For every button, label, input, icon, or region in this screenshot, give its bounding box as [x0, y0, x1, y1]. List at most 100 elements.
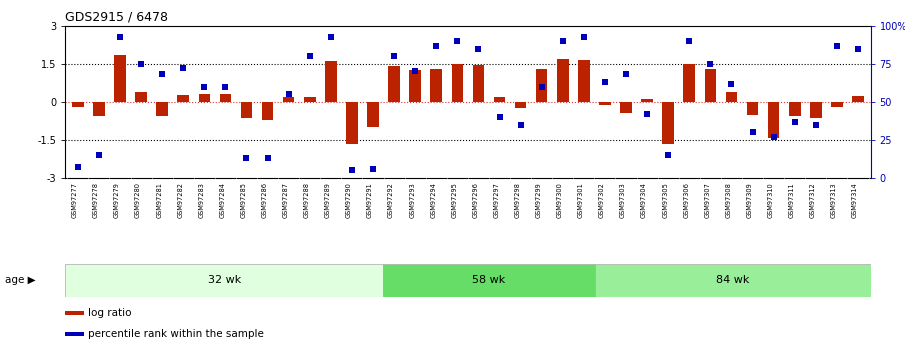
Point: [408, 69, 423, 74]
Text: GSM97295: GSM97295: [452, 182, 457, 218]
Point: [576, 34, 591, 39]
Text: GSM97292: GSM97292: [388, 182, 394, 218]
Text: GSM97288: GSM97288: [304, 182, 310, 218]
Point: [472, 46, 486, 51]
Text: GSM97309: GSM97309: [747, 182, 753, 218]
Text: GSM97286: GSM97286: [262, 182, 268, 218]
Text: GSM97289: GSM97289: [325, 182, 331, 218]
Bar: [346, 102, 357, 144]
Text: GSM97294: GSM97294: [430, 182, 436, 218]
Bar: [220, 94, 231, 102]
Bar: [65, 264, 383, 297]
Bar: [642, 99, 653, 102]
Text: GSM97308: GSM97308: [726, 182, 731, 218]
Point: [640, 111, 654, 117]
Bar: [683, 64, 695, 102]
Text: GSM97302: GSM97302: [599, 182, 605, 218]
Bar: [72, 102, 83, 107]
Text: GSM97278: GSM97278: [93, 182, 99, 218]
Text: GSM97280: GSM97280: [135, 182, 141, 218]
Text: GSM97310: GSM97310: [767, 182, 774, 218]
Bar: [810, 102, 822, 118]
Point: [218, 84, 233, 89]
Text: 58 wk: 58 wk: [472, 275, 506, 285]
Bar: [177, 95, 189, 102]
Point: [324, 34, 338, 39]
Bar: [367, 102, 379, 127]
Text: 84 wk: 84 wk: [716, 275, 749, 285]
Point: [134, 61, 148, 67]
Point: [91, 152, 106, 158]
Bar: [93, 102, 105, 116]
Bar: [536, 69, 548, 102]
Text: GSM97281: GSM97281: [157, 182, 162, 218]
Text: GSM97312: GSM97312: [810, 182, 815, 218]
Point: [703, 61, 718, 67]
Bar: [557, 59, 568, 102]
Point: [176, 66, 190, 71]
Bar: [157, 102, 168, 116]
Text: GSM97282: GSM97282: [177, 182, 183, 218]
Bar: [409, 70, 421, 102]
Bar: [383, 264, 595, 297]
Point: [767, 134, 781, 139]
Bar: [747, 102, 758, 115]
Text: GSM97314: GSM97314: [852, 182, 858, 218]
Point: [450, 38, 464, 44]
Bar: [578, 60, 590, 102]
Point: [830, 43, 844, 48]
Text: GDS2915 / 6478: GDS2915 / 6478: [65, 10, 168, 23]
Bar: [262, 102, 273, 120]
Text: GSM97285: GSM97285: [241, 182, 246, 218]
Bar: [705, 69, 716, 102]
Point: [429, 43, 443, 48]
Bar: [65, 311, 84, 315]
Text: GSM97299: GSM97299: [536, 182, 542, 218]
Bar: [515, 102, 527, 108]
Point: [808, 122, 823, 127]
Text: GSM97307: GSM97307: [704, 182, 710, 218]
Point: [851, 46, 865, 51]
Text: percentile rank within the sample: percentile rank within the sample: [88, 329, 263, 339]
Text: GSM97311: GSM97311: [788, 182, 795, 218]
Point: [682, 38, 697, 44]
Text: GSM97306: GSM97306: [683, 182, 690, 218]
Point: [556, 38, 570, 44]
Bar: [241, 102, 252, 118]
Text: 32 wk: 32 wk: [207, 275, 241, 285]
Point: [261, 155, 275, 161]
Point: [787, 119, 802, 124]
Point: [724, 81, 738, 86]
Bar: [325, 61, 337, 102]
Bar: [789, 102, 801, 117]
Text: GSM97279: GSM97279: [114, 182, 120, 218]
Point: [661, 152, 675, 158]
Bar: [595, 264, 871, 297]
Point: [302, 53, 317, 59]
Bar: [767, 102, 779, 138]
Text: GSM97303: GSM97303: [620, 182, 626, 218]
Point: [366, 166, 380, 171]
Bar: [853, 96, 863, 102]
Point: [345, 167, 359, 173]
Bar: [726, 92, 738, 102]
Bar: [304, 97, 316, 102]
Bar: [620, 102, 632, 113]
Bar: [431, 69, 442, 102]
Text: GSM97290: GSM97290: [346, 182, 352, 218]
Point: [113, 34, 128, 39]
Text: log ratio: log ratio: [88, 308, 131, 318]
Point: [386, 53, 401, 59]
Point: [619, 72, 634, 77]
Bar: [599, 102, 611, 105]
Text: GSM97296: GSM97296: [472, 182, 479, 218]
Bar: [65, 332, 84, 336]
Text: GSM97313: GSM97313: [831, 182, 837, 218]
Text: GSM97301: GSM97301: [578, 182, 584, 218]
Point: [239, 155, 253, 161]
Bar: [198, 94, 210, 102]
Bar: [662, 102, 674, 144]
Text: GSM97304: GSM97304: [641, 182, 647, 218]
Bar: [388, 66, 400, 102]
Point: [281, 91, 296, 97]
